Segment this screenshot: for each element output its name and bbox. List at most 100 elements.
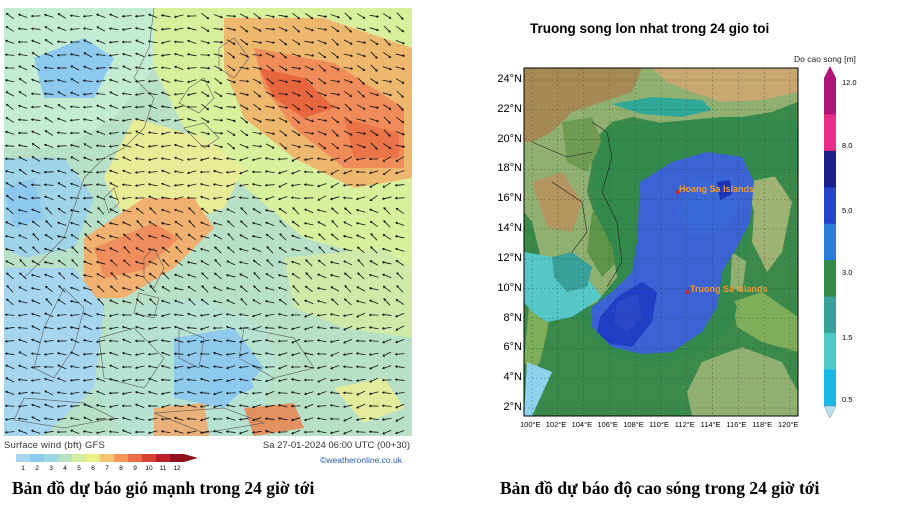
- wind-arrowhead: [388, 107, 392, 110]
- wind-arrowhead: [394, 392, 398, 395]
- weatheronline-credit[interactable]: ©weatheronline.co.uk: [320, 455, 402, 465]
- wind-arrow: [96, 171, 106, 173]
- wind-arrow: [5, 340, 15, 342]
- wind-arrowhead: [121, 286, 125, 290]
- wind-arrow: [83, 143, 93, 149]
- wind-arrow: [18, 14, 28, 18]
- wind-arrowhead: [214, 259, 218, 262]
- wind-arrow: [292, 116, 300, 124]
- wind-arrowhead: [18, 182, 22, 185]
- wind-arrowhead: [147, 248, 151, 251]
- wind-arrow: [317, 377, 327, 383]
- wind-arrow: [213, 144, 223, 148]
- wind-arrowhead: [199, 195, 203, 199]
- wind-arrowhead: [402, 145, 406, 148]
- wind-arrowhead: [31, 143, 35, 146]
- wind-arrow: [122, 197, 132, 199]
- wind-arrow: [356, 222, 366, 226]
- wind-arrow: [57, 118, 67, 122]
- wind-arrow: [265, 352, 275, 356]
- wind-arrowhead: [148, 377, 151, 381]
- wind-arrow: [343, 260, 353, 266]
- wind-arrowhead: [160, 105, 164, 108]
- wind-arrowhead: [147, 340, 151, 344]
- wind-arrow: [292, 103, 300, 111]
- wind-arrowhead: [227, 246, 230, 250]
- wind-arrow: [110, 259, 118, 267]
- wind-arrowhead: [83, 65, 86, 69]
- wind-arrowhead: [232, 68, 236, 72]
- wind-arrowhead: [252, 259, 256, 263]
- wind-arrowhead: [225, 273, 229, 277]
- scale-swatch: [128, 454, 142, 462]
- wind-arrowhead: [305, 272, 308, 275]
- wind-arrow: [382, 156, 392, 162]
- wind-arrowhead: [108, 339, 112, 343]
- wind-arrow: [122, 93, 132, 95]
- wind-arrow: [304, 144, 314, 148]
- wind-arrow: [252, 339, 262, 343]
- wind-arrow: [357, 272, 365, 280]
- wind-arrow: [343, 79, 353, 83]
- wind-arrowhead: [342, 196, 346, 200]
- wind-arrow: [382, 79, 392, 83]
- wind-arrow: [174, 287, 184, 291]
- wind-arrowhead: [173, 119, 177, 122]
- wind-arrowhead: [238, 404, 242, 407]
- wind-arrowhead: [238, 365, 242, 369]
- wind-arrowhead: [278, 286, 281, 290]
- wind-arrowhead: [82, 183, 86, 187]
- wind-arrowhead: [251, 158, 255, 162]
- wind-arrow: [265, 209, 275, 213]
- wind-arrow: [70, 326, 80, 330]
- wind-arrowhead: [212, 196, 216, 200]
- latitude-label: 6°N: [503, 341, 522, 354]
- wind-arrow: [369, 417, 379, 421]
- wind-arrowhead: [356, 286, 360, 289]
- wind-arrowhead: [355, 379, 359, 382]
- wind-arrow: [331, 233, 339, 241]
- wind-arrowhead: [147, 418, 151, 422]
- wind-arrowhead: [291, 171, 294, 175]
- wind-arrow: [135, 183, 145, 187]
- wind-arrow: [83, 260, 93, 266]
- wind-arrow: [278, 79, 288, 83]
- wind-arrowhead: [44, 234, 48, 237]
- wind-arrowhead: [108, 327, 112, 330]
- wind-arrowhead: [285, 120, 288, 123]
- wind-arrowhead: [343, 260, 346, 263]
- wind-arrowhead: [383, 298, 386, 301]
- wind-arrow: [331, 142, 339, 150]
- wind-arrow: [383, 38, 391, 46]
- wind-arrow: [291, 169, 301, 175]
- wind-arrow: [396, 25, 404, 33]
- wind-arrowhead: [298, 93, 301, 97]
- wind-arrowhead: [30, 273, 34, 277]
- wind-arrowhead: [69, 27, 73, 31]
- latitude-label: 16°N: [497, 192, 522, 205]
- wind-arrowhead: [362, 68, 366, 71]
- wind-arrowhead: [148, 104, 151, 108]
- wind-arrowhead: [4, 144, 8, 148]
- wind-arrowhead: [303, 365, 307, 368]
- wind-arrow: [123, 246, 131, 254]
- wind-arrowhead: [96, 130, 99, 134]
- wind-arrow: [161, 170, 171, 174]
- latitude-label: 10°N: [497, 281, 522, 294]
- wind-arrowhead: [238, 340, 242, 344]
- wind-arrowhead: [134, 14, 138, 18]
- wind-arrowhead: [186, 171, 190, 175]
- wind-arrowhead: [206, 120, 210, 123]
- wind-arrowhead: [108, 78, 112, 82]
- wind-arrowhead: [17, 27, 21, 31]
- wind-arrow: [356, 312, 366, 318]
- colorbar-segment: [824, 223, 836, 261]
- wind-arrow: [44, 274, 54, 278]
- wind-arrowhead: [82, 196, 86, 200]
- wind-arrowhead: [342, 314, 346, 317]
- wind-arrow: [83, 39, 93, 45]
- wind-arrow: [31, 366, 41, 368]
- wind-arrowhead: [272, 41, 276, 44]
- longitude-labels: 100°E 102°E 104°E 106°E 108°E 110°E 112°E 114°E…: [492, 418, 810, 432]
- wind-arrowhead: [271, 68, 275, 72]
